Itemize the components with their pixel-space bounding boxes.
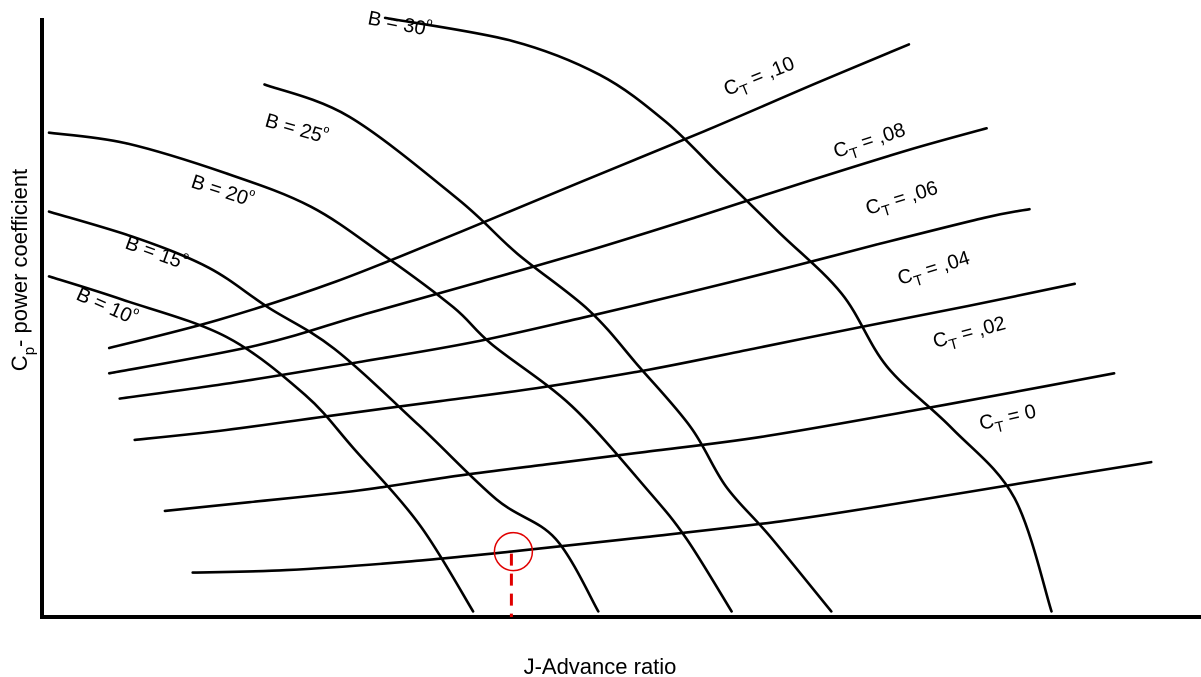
thrust-label-2: CT = ,06 [863, 177, 942, 225]
blade-angle-label-4: B = 30º [366, 5, 434, 41]
blade-angle-label-text: B = 30 [366, 7, 428, 40]
blade-angle-curve-3 [263, 83, 833, 613]
blade-angle-label-text: B = 10 [73, 283, 135, 327]
blade-angle-label-0: B = 10º [73, 282, 142, 330]
y-axis-title-sub: p [21, 347, 38, 355]
thrust-label-value: = ,06 [886, 177, 941, 213]
thrust-line-3 [133, 282, 1076, 442]
blade-angle-label-text: B = 20 [188, 171, 250, 210]
thrust-label-4: CT = ,02 [931, 312, 1010, 357]
thrust-label-subscript: T [947, 335, 960, 354]
blade-angle-label-1: B = 15º [122, 230, 191, 275]
thrust-label-base: C [863, 195, 883, 220]
y-axis-title-base: C [7, 355, 32, 371]
curves-group [47, 16, 1153, 613]
thrust-label-5: CT = 0 [977, 400, 1039, 439]
blade-angle-label-3: B = 25º [263, 108, 332, 149]
thrust-label-base: C [931, 328, 951, 353]
blade-angle-curve-1 [47, 210, 600, 613]
blade-angle-label-text: B = 15 [122, 232, 184, 273]
thrust-label-3: CT = ,04 [895, 247, 974, 295]
thrust-line-0 [107, 43, 911, 350]
thrust-label-base: C [831, 137, 852, 162]
thrust-label-value: = 0 [1000, 400, 1038, 429]
blade-angle-label-degree: º [321, 124, 331, 142]
thrust-label-1: CT = ,08 [831, 119, 910, 168]
thrust-line-4 [163, 372, 1116, 513]
operating-point-circle [493, 531, 534, 572]
blade-angle-label-degree: º [180, 250, 191, 268]
operating-point-marker [493, 531, 534, 617]
thrust-label-subscript: T [994, 418, 1007, 437]
thrust-label-value: = ,08 [853, 119, 908, 156]
blade-angle-label-2: B = 20º [188, 169, 257, 212]
blade-angle-label-degree: º [425, 16, 434, 34]
thrust-label-value: = ,10 [743, 52, 798, 91]
blade-angle-curve-0 [47, 275, 475, 613]
y-axis-title: Cp- power coefficient [7, 169, 38, 371]
blade-angle-label-degree: º [246, 187, 257, 205]
thrust-line-1 [107, 127, 988, 375]
blade-angle-curve-2 [47, 131, 733, 613]
thrust-label-base: C [977, 410, 996, 435]
thrust-line-2 [118, 207, 1031, 400]
y-axis-title-rest: - power coefficient [7, 169, 32, 347]
thrust-label-0: CT = ,10 [721, 52, 800, 105]
blade-angle-label-text: B = 25 [263, 110, 325, 147]
x-axis-title: J-Advance ratio [524, 654, 677, 677]
thrust-label-base: C [895, 265, 915, 290]
thrust-label-value: = ,02 [953, 312, 1008, 346]
blade-angle-curve-4 [383, 16, 1053, 613]
thrust-label-value: = ,04 [918, 247, 973, 283]
